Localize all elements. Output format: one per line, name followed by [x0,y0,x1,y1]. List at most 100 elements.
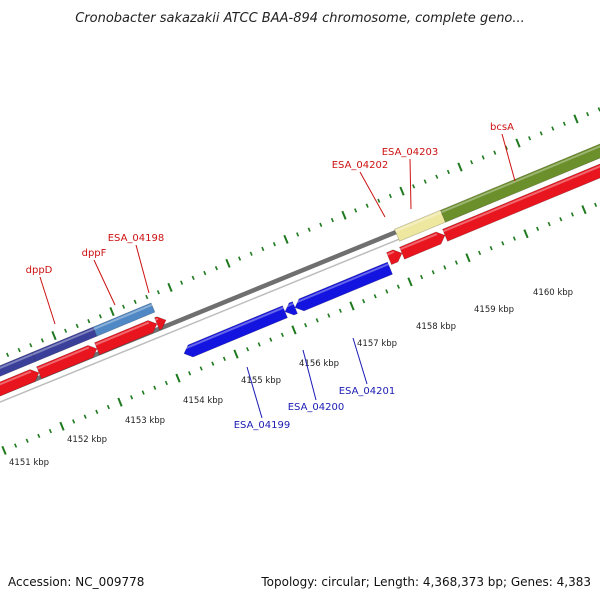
tick-mark-upper [435,174,439,179]
tick-layer [1,107,600,455]
topology-summary-text: Topology: circular; Length: 4,368,373 bp… [260,575,591,589]
gene-forward [399,231,446,260]
tick-mark-lower [420,274,424,280]
tick-mark-lower [188,371,192,376]
tick-mark-lower [280,332,284,338]
tick-mark-lower [175,373,181,383]
tick-mark-upper [98,314,102,319]
tick-mark-upper [341,210,347,220]
tick-mark-upper [29,343,33,348]
tick-mark-upper [109,307,115,317]
tick-mark-lower [291,325,297,335]
kbp-position-label: 4157 kbp [357,339,397,349]
kbp-position-label: 4152 kbp [67,435,107,445]
tick-mark-lower [536,226,540,232]
tick-mark-upper [470,160,474,165]
tick-mark-upper [156,290,160,295]
gene-label-leader [302,349,317,401]
tick-mark-lower [523,229,529,239]
gene-label-esa-04202: ESA_04202 [332,160,389,171]
tick-mark-lower [385,289,389,294]
tick-mark-lower [465,253,471,263]
kbp-position-label: 4151 kbp [9,458,49,468]
tick-mark-upper [354,208,358,213]
tick-mark-lower [257,342,261,347]
tick-mark-lower [211,361,215,366]
tick-mark-upper [145,294,149,300]
kbp-position-label: 4158 kbp [416,322,456,332]
tick-mark-upper [296,232,300,237]
tick-mark-upper [180,280,184,285]
tick-mark-lower [489,245,493,251]
tick-mark-upper [573,114,579,124]
tick-mark-lower [246,347,250,352]
gene-label-dppd: dppD [26,265,53,276]
tick-mark-lower [48,428,52,434]
tick-mark-lower [581,205,587,215]
gene-label-dppf: dppF [82,248,107,259]
gene-label-esa-04198: ESA_04198 [108,233,165,244]
tick-mark-upper [283,234,289,244]
tick-mark-lower [547,221,551,227]
tick-mark-lower [396,284,400,289]
gene-label-esa-04201: ESA_04201 [339,386,396,397]
tick-mark-upper [75,323,79,329]
tick-mark-lower [25,438,29,443]
feature-layer [0,143,600,403]
tick-mark-lower [594,202,598,208]
gene-label-leader [409,158,412,210]
tick-mark-lower [362,298,366,304]
tick-mark-lower [130,395,134,400]
gene-label-leader [246,366,263,419]
gene-reverse [293,261,393,312]
tick-mark-upper [214,265,218,271]
tick-mark-upper [388,193,392,199]
tick-mark-upper [539,131,543,136]
accession-text: Accession: NC_009778 [8,575,144,589]
gene-label-leader [501,133,516,182]
tick-mark-lower [1,445,7,455]
tick-mark-lower [559,217,563,222]
tick-mark-upper [64,328,68,333]
gene-label-bcsa: bcsA [490,122,514,133]
tick-mark-upper [481,155,485,160]
tick-mark-upper [399,186,405,196]
tick-mark-lower [59,421,65,431]
tick-mark-upper [330,217,334,223]
tick-mark-upper [122,304,126,309]
gene-label-leader [352,337,368,385]
gene-label-leader [93,259,116,306]
tick-mark-lower [304,322,308,328]
tick-mark-upper [457,162,463,172]
tick-mark-lower [37,433,41,439]
tick-mark-lower [512,236,516,241]
tick-mark-upper [493,150,497,155]
tick-mark-lower [106,404,110,410]
tick-mark-upper [307,227,311,232]
gene-forward [0,369,40,397]
gene-label-esa-04200: ESA_04200 [288,402,345,413]
tick-mark-lower [72,419,76,424]
map-title: Cronobacter sakazakii ATCC BAA-894 chrom… [75,11,525,26]
tick-mark-lower [454,260,458,265]
tick-mark-upper [365,203,369,208]
tick-mark-lower [478,250,482,256]
tick-mark-lower [570,212,574,217]
gene-forward [36,345,98,380]
tick-mark-lower [407,277,413,287]
tick-mark-upper [203,270,207,276]
tick-mark-lower [222,356,226,362]
tick-mark-lower [153,385,157,390]
tick-mark-upper [133,299,137,305]
tick-mark-lower [431,270,435,275]
tick-mark-upper [249,251,253,256]
kbp-position-label: 4159 kbp [474,305,514,315]
tick-mark-lower [83,414,87,419]
tick-mark-lower [315,318,319,323]
gene-label-esa-04203: ESA_04203 [382,147,439,158]
tick-mark-upper [225,258,231,268]
tick-mark-upper [40,338,44,343]
tick-mark-upper [515,138,521,148]
gene-forward [94,320,158,356]
